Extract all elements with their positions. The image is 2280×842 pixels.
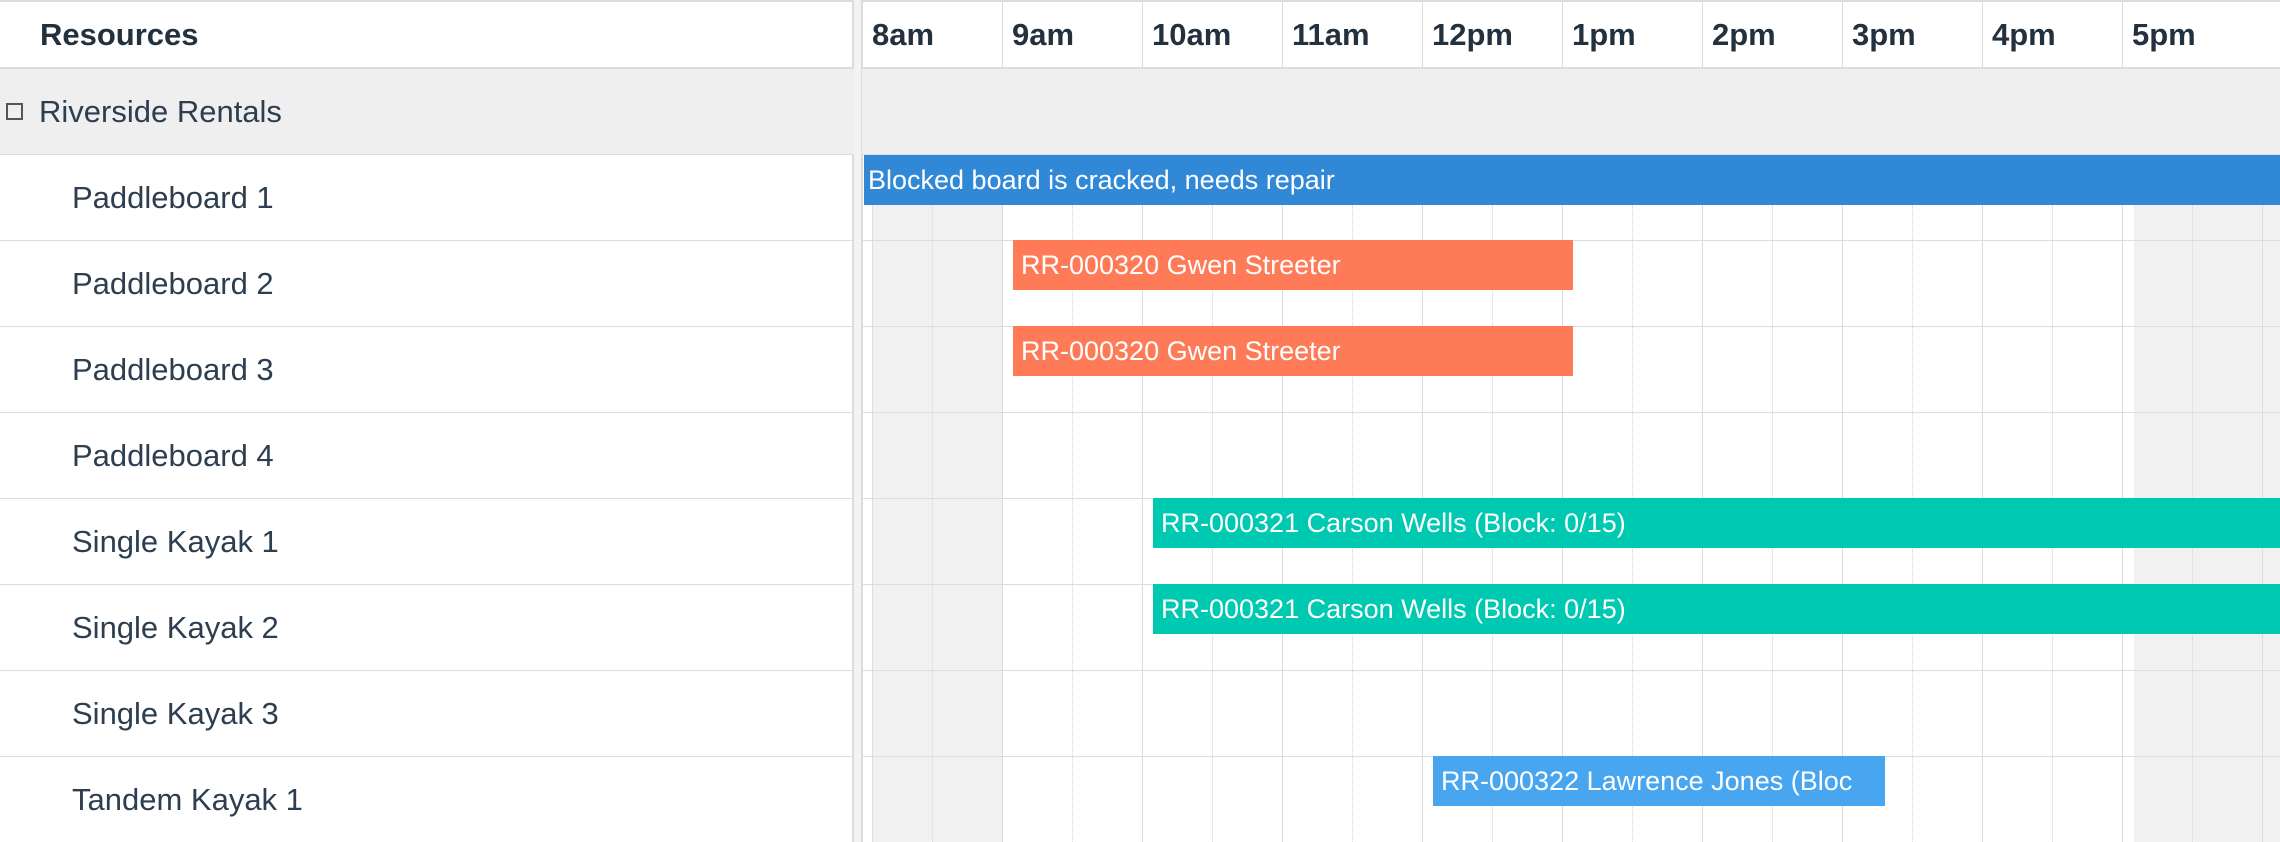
hour-label: 5pm [2122,2,2262,67]
event-booking-rr-000320[interactable]: RR-000320 Gwen Streeter [1013,326,1573,376]
resource-label: Single Kayak 2 [72,609,279,645]
collapse-square-icon[interactable] [6,103,23,120]
hour-label: 12pm [1422,2,1562,67]
timeline-group-row [862,69,2280,155]
resource-label: Paddleboard 2 [72,265,274,301]
hour-label: 1pm [1562,2,1702,67]
resource-row[interactable]: Paddleboard 2 [0,241,854,327]
hour-label: 4pm [1982,2,2122,67]
resource-label: Paddleboard 4 [72,437,274,473]
hour-label: 10am [1142,2,1282,67]
timeline-body[interactable]: Blocked board is cracked, needs repair R… [862,155,2280,842]
event-booking-rr-000321[interactable]: RR-000321 Carson Wells (Block: 0/15) [1153,584,2280,634]
timeline-grid: 8am 9am 10am 11am 12pm 1pm 2pm 3pm 4pm 5… [862,0,2280,842]
hour-label: 8am [862,2,1002,67]
resource-row[interactable]: Tandem Kayak 1 [0,757,854,842]
hour-label: 2pm [1702,2,1842,67]
resource-group-label: Riverside Rentals [39,93,282,129]
timeline-header: 8am 9am 10am 11am 12pm 1pm 2pm 3pm 4pm 5… [862,0,2280,69]
event-booking-rr-000320[interactable]: RR-000320 Gwen Streeter [1013,240,1573,290]
resource-label: Paddleboard 1 [72,179,274,215]
event-blocked-paddleboard-1[interactable]: Blocked board is cracked, needs repair [864,155,2280,205]
event-booking-rr-000321[interactable]: RR-000321 Carson Wells (Block: 0/15) [1153,498,2280,548]
resource-row[interactable]: Single Kayak 2 [0,585,854,671]
hour-label: 9am [1002,2,1142,67]
resources-column-header: Resources [0,0,854,69]
resource-label: Single Kayak 1 [72,523,279,559]
resource-row[interactable]: Single Kayak 3 [0,671,854,757]
hour-label: 3pm [1842,2,1982,67]
resource-row[interactable]: Paddleboard 1 [0,155,854,241]
resource-row[interactable]: Paddleboard 4 [0,413,854,499]
resource-label: Single Kayak 3 [72,695,279,731]
resource-label: Tandem Kayak 1 [72,781,303,817]
resource-group-riverside-rentals[interactable]: Riverside Rentals [0,69,854,155]
resource-row[interactable]: Single Kayak 1 [0,499,854,585]
resource-label: Paddleboard 3 [72,351,274,387]
resource-row[interactable]: Paddleboard 3 [0,327,854,413]
resource-list: Resources Riverside Rentals Paddleboard … [0,0,854,842]
event-booking-rr-000322[interactable]: RR-000322 Lawrence Jones (Bloc [1433,756,1885,806]
hour-label: 11am [1282,2,1422,67]
column-resize-handle[interactable] [854,0,862,842]
